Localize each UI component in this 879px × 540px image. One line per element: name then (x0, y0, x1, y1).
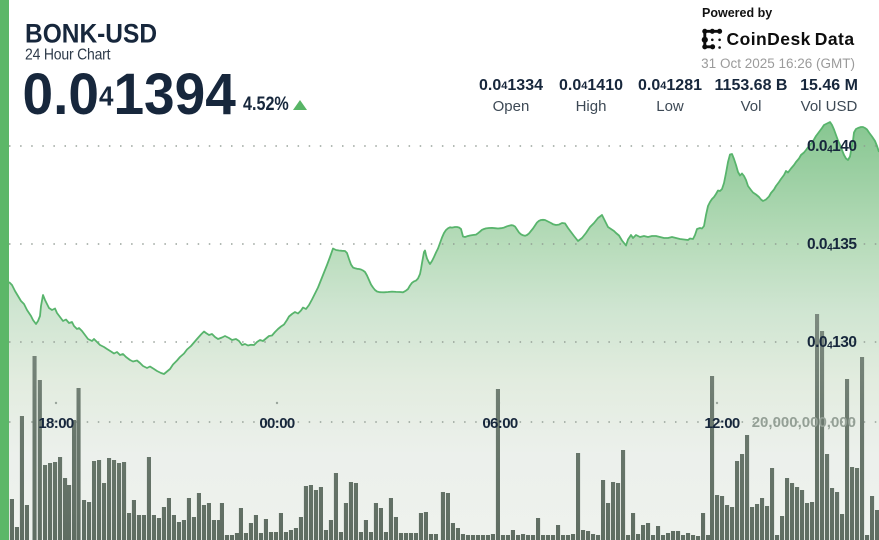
svg-text:20,000,000,000: 20,000,000,000 (752, 414, 856, 431)
svg-text:06:00: 06:00 (482, 415, 518, 432)
svg-text:0.04130: 0.04130 (807, 334, 857, 352)
svg-text:0.04140: 0.04140 (807, 138, 857, 156)
svg-text:0.04135: 0.04135 (807, 236, 857, 254)
svg-text:18:00: 18:00 (38, 415, 74, 432)
svg-text:12:00: 12:00 (704, 415, 740, 432)
svg-text:00:00: 00:00 (259, 415, 295, 432)
